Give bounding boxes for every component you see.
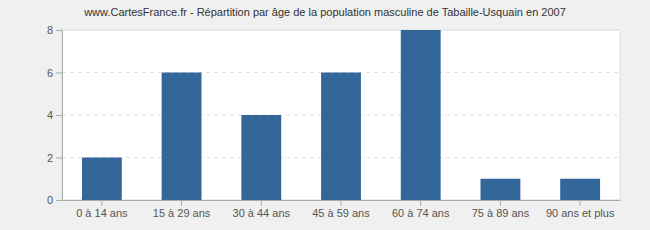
x-tick-label: 90 ans et plus xyxy=(546,207,615,219)
y-tick-label: 8 xyxy=(47,24,53,36)
x-tick-mark xyxy=(500,200,501,206)
chart: www.CartesFrance.fr - Répartition par âg… xyxy=(0,0,650,230)
x-tick-mark xyxy=(580,200,581,206)
y-tick-mark xyxy=(56,158,62,159)
y-tick: 6 xyxy=(47,67,62,79)
y-tick: 8 xyxy=(47,24,62,36)
bar xyxy=(481,179,521,200)
x-tick-mark xyxy=(101,200,102,206)
y-axis: 0 2 4 6 8 xyxy=(47,24,63,206)
grid-line xyxy=(62,30,620,31)
x-axis: 0 à 14 ans 15 à 29 ans 30 à 44 ans 45 à 59 … xyxy=(63,200,621,219)
x-tick: 60 à 74 ans xyxy=(392,200,450,219)
x-tick-label: 75 à 89 ans xyxy=(472,207,530,219)
x-tick-mark xyxy=(261,200,262,206)
bar xyxy=(401,30,441,200)
x-tick-label: 45 à 59 ans xyxy=(312,207,370,219)
bar xyxy=(82,158,122,201)
bar xyxy=(162,73,202,201)
x-tick-mark xyxy=(341,200,342,206)
title: www.CartesFrance.fr - Répartition par âg… xyxy=(83,6,566,18)
y-axis-line xyxy=(62,31,63,201)
x-tick-label: 0 à 14 ans xyxy=(76,207,128,219)
y-tick-label: 6 xyxy=(47,67,53,79)
x-tick-label: 30 à 44 ans xyxy=(233,207,291,219)
background xyxy=(0,0,650,230)
bars xyxy=(82,30,600,200)
y-tick: 2 xyxy=(47,152,62,164)
x-tick: 0 à 14 ans xyxy=(76,200,128,219)
x-tick: 15 à 29 ans xyxy=(153,200,211,219)
x-tick-label: 15 à 29 ans xyxy=(153,207,211,219)
y-tick-mark xyxy=(56,200,62,201)
x-tick: 90 ans et plus xyxy=(546,200,615,219)
y-tick-label: 2 xyxy=(47,152,53,164)
x-tick-mark xyxy=(181,200,182,206)
bar xyxy=(321,73,361,201)
x-tick: 45 à 59 ans xyxy=(312,200,370,219)
plot-area xyxy=(62,30,620,200)
y-tick-mark xyxy=(56,30,62,31)
y-tick-label: 0 xyxy=(47,194,53,206)
y-tick-mark xyxy=(56,73,62,74)
bar xyxy=(241,115,281,200)
x-tick-mark xyxy=(420,200,421,206)
x-tick: 75 à 89 ans xyxy=(472,200,530,219)
plot: 0 2 4 6 8 0 à 14 ans 15 à 29 ans 30 à 44 ans 45 … xyxy=(47,24,621,219)
x-tick-label: 60 à 74 ans xyxy=(392,207,450,219)
bar xyxy=(560,179,600,200)
y-tick: 4 xyxy=(47,109,62,121)
y-tick-mark xyxy=(56,115,62,116)
grid xyxy=(62,30,620,200)
y-tick: 0 xyxy=(47,194,62,206)
y-tick-label: 4 xyxy=(47,109,53,121)
x-tick: 30 à 44 ans xyxy=(233,200,291,219)
